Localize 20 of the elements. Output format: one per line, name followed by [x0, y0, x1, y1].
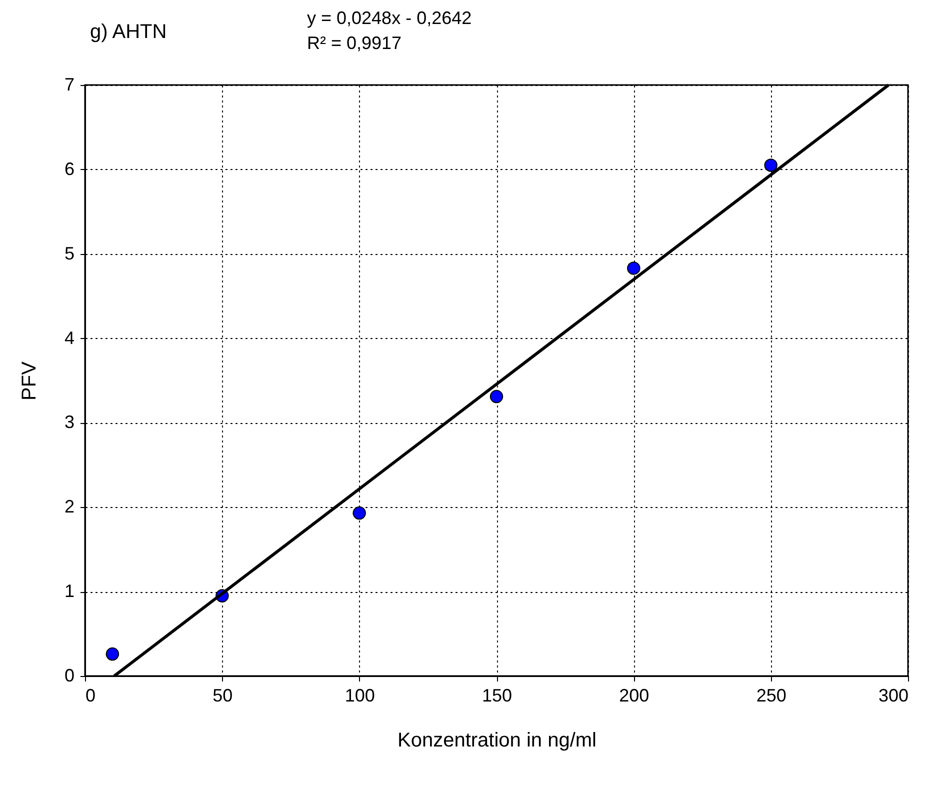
x-tick-label: 100 [344, 686, 375, 706]
y-tick-label: 3 [64, 412, 74, 432]
y-tick-label: 4 [64, 328, 74, 348]
x-tick-label: 250 [756, 686, 786, 706]
y-tick-label: 7 [64, 74, 74, 94]
chart-title: g) AHTN [90, 21, 167, 43]
x-tick-label: 0 [86, 686, 96, 706]
x-tick-label: 200 [619, 686, 650, 706]
y-axis-title: PFV [18, 360, 40, 400]
x-tick-label: 150 [482, 686, 512, 706]
y-tick-label: 0 [64, 666, 74, 686]
y-tick-label: 6 [64, 158, 74, 179]
text: R² = 0,9917 [307, 33, 402, 53]
y-tick-label: 1 [64, 581, 74, 602]
y-tick-label: 5 [64, 243, 74, 264]
y-tick-label: 2 [64, 496, 74, 517]
x-axis-title: Konzentration in ng/ml [397, 730, 597, 752]
text: y = 0,0248x - 0,2642 [307, 8, 472, 28]
x-tick-label: 50 [212, 686, 233, 706]
x-tick-label: 300 [878, 686, 908, 706]
